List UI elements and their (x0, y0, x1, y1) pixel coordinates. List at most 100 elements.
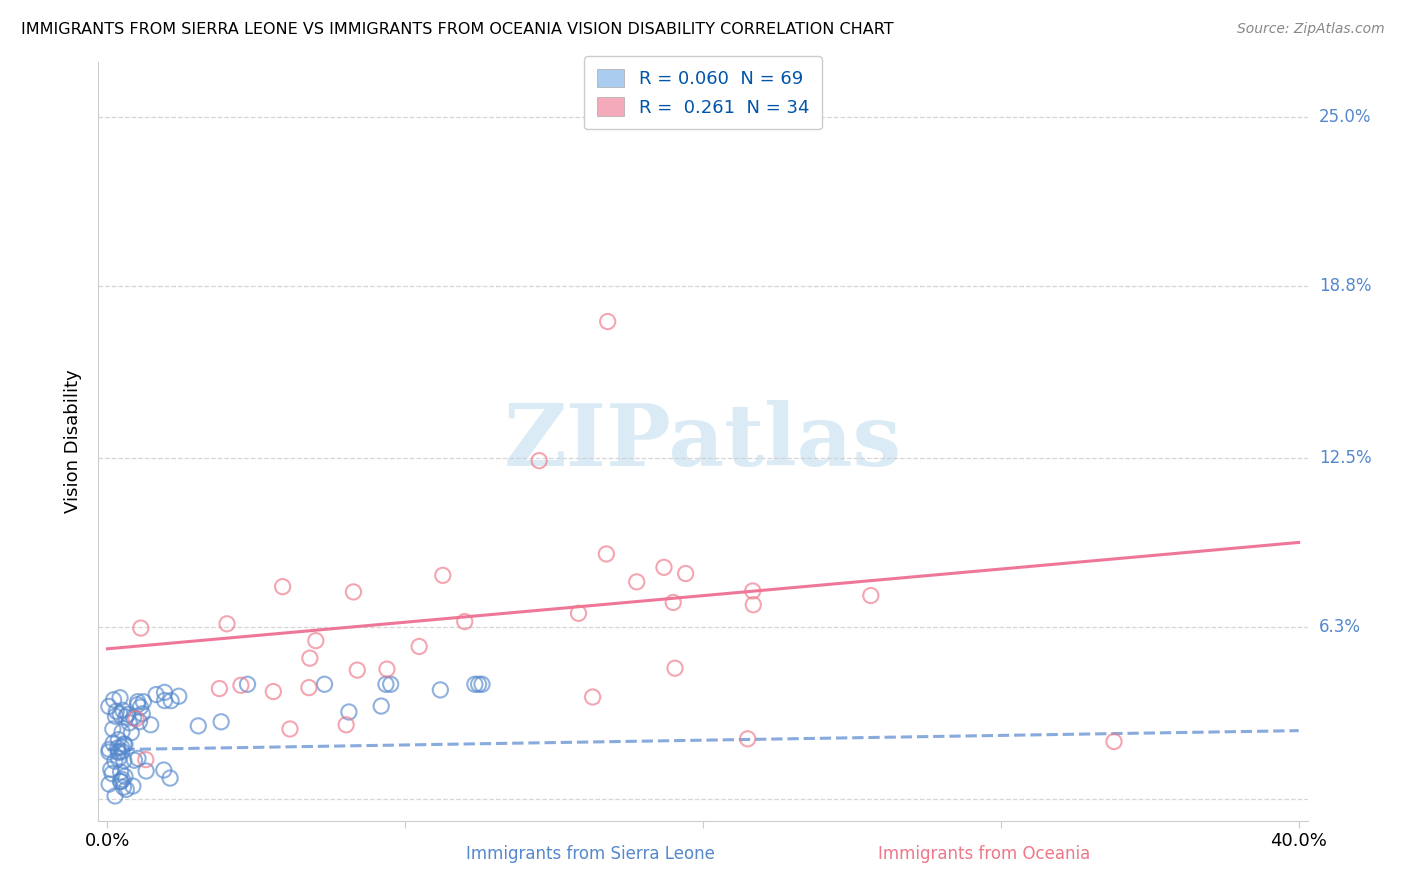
Point (132, 695, 155, 709)
Point (278, 722, 301, 736)
Point (737, 731, 759, 746)
Point (859, 589, 882, 603)
Point (742, 598, 765, 612)
Point (153, 685, 176, 699)
Point (101, 722, 124, 736)
Point (129, 621, 152, 635)
Point (675, 566, 697, 581)
Point (112, 754, 135, 768)
Point (97, 699, 120, 714)
Point (305, 633, 328, 648)
Text: IMMIGRANTS FROM SIERRA LEONE VS IMMIGRANTS FROM OCEANIA VISION DISABILITY CORREL: IMMIGRANTS FROM SIERRA LEONE VS IMMIGRAN… (21, 22, 894, 37)
Point (429, 682, 451, 697)
Point (346, 663, 368, 677)
Point (108, 690, 131, 705)
Point (111, 772, 134, 787)
Point (167, 690, 190, 704)
Point (115, 782, 138, 797)
Text: ZIPatlas: ZIPatlas (503, 400, 903, 483)
Point (370, 699, 392, 714)
Point (271, 580, 294, 594)
Point (1102, 734, 1125, 748)
Point (236, 677, 259, 691)
Point (652, 560, 675, 574)
Point (107, 752, 129, 766)
Point (117, 707, 139, 722)
Point (122, 779, 145, 793)
Point (101, 766, 124, 780)
Point (118, 715, 141, 730)
Text: 6.3%: 6.3% (1319, 618, 1361, 636)
Point (342, 585, 364, 599)
Point (127, 698, 149, 712)
Legend: R = 0.060  N = 69, R =  0.261  N = 34: R = 0.060 N = 69, R = 0.261 N = 34 (585, 56, 821, 129)
Point (135, 764, 157, 778)
Point (596, 314, 619, 328)
Point (298, 681, 321, 695)
Point (208, 681, 231, 696)
Point (100, 762, 122, 776)
Point (153, 693, 176, 707)
Point (215, 616, 238, 631)
Point (107, 746, 129, 760)
Point (582, 690, 605, 704)
Point (104, 789, 127, 803)
Point (662, 595, 685, 609)
Point (127, 751, 149, 765)
Point (107, 732, 129, 747)
Point (337, 705, 360, 719)
Point (98, 742, 121, 756)
Point (110, 774, 132, 789)
Point (380, 677, 402, 691)
Point (160, 693, 183, 707)
Point (112, 737, 135, 751)
Point (128, 714, 150, 729)
Point (120, 725, 142, 739)
Point (111, 724, 134, 739)
Point (98, 777, 121, 791)
Point (314, 677, 336, 691)
Point (229, 678, 252, 692)
Point (114, 769, 136, 783)
Point (122, 710, 145, 724)
Point (124, 753, 146, 767)
Text: Source: ZipAtlas.com: Source: ZipAtlas.com (1237, 22, 1385, 37)
Point (471, 677, 494, 691)
Point (262, 684, 284, 698)
Point (107, 741, 129, 756)
Point (111, 744, 134, 758)
Point (375, 662, 398, 676)
Point (626, 574, 648, 589)
Y-axis label: Vision Disability: Vision Disability (65, 369, 83, 514)
Point (335, 718, 357, 732)
Point (129, 700, 152, 714)
Point (107, 745, 129, 759)
Text: 25.0%: 25.0% (1319, 108, 1371, 126)
Point (187, 719, 209, 733)
Point (105, 704, 128, 718)
Point (595, 547, 617, 561)
Point (111, 703, 134, 717)
Point (567, 607, 589, 621)
Point (125, 712, 148, 726)
Point (374, 677, 396, 691)
Point (98, 745, 121, 759)
Point (101, 736, 124, 750)
Point (112, 780, 135, 795)
Point (139, 717, 162, 731)
Point (131, 706, 153, 721)
Point (527, 453, 550, 467)
Point (114, 738, 136, 752)
Point (111, 740, 134, 755)
Text: 18.8%: 18.8% (1319, 277, 1371, 295)
Point (104, 754, 127, 768)
Point (108, 707, 131, 722)
Point (110, 764, 132, 779)
Point (432, 568, 454, 582)
Point (127, 695, 149, 709)
Point (159, 771, 181, 785)
Text: Immigrants from Oceania: Immigrants from Oceania (879, 846, 1090, 863)
Point (454, 615, 477, 629)
Point (110, 774, 132, 789)
Point (408, 640, 430, 654)
